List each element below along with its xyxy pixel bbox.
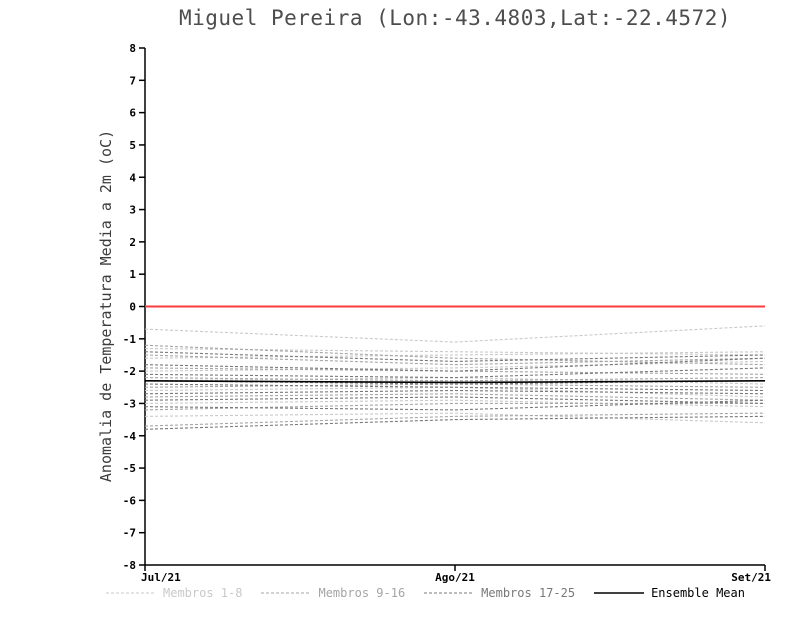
svg-text:5: 5 xyxy=(129,139,136,152)
svg-text:8: 8 xyxy=(129,42,136,55)
svg-text:-3: -3 xyxy=(123,397,136,410)
svg-text:4: 4 xyxy=(129,171,136,184)
legend-swatch xyxy=(106,592,156,594)
svg-text:Jul/21: Jul/21 xyxy=(141,571,181,584)
svg-text:-2: -2 xyxy=(123,365,136,378)
svg-text:6: 6 xyxy=(129,107,136,120)
legend-label: Membros 17-25 xyxy=(481,586,576,600)
legend-swatch xyxy=(424,592,475,594)
svg-text:-7: -7 xyxy=(123,527,136,540)
legend-swatch xyxy=(594,592,645,594)
legend-item: Membros 1-8 xyxy=(105,586,242,600)
legend-label: Membros 1-8 xyxy=(163,586,243,600)
svg-text:0: 0 xyxy=(129,301,136,314)
legend-item: Ensemble Mean xyxy=(593,586,745,600)
legend-swatch xyxy=(261,592,312,594)
svg-text:Set/21: Set/21 xyxy=(731,571,771,584)
svg-text:-4: -4 xyxy=(123,430,137,443)
legend-item: Membros 17-25 xyxy=(423,586,575,600)
svg-text:-1: -1 xyxy=(123,333,137,346)
svg-text:3: 3 xyxy=(129,204,136,217)
svg-text:-5: -5 xyxy=(123,462,136,475)
legend-label: Ensemble Mean xyxy=(651,586,745,600)
chart-title: Miguel Pereira (Lon:-43.4803,Lat:-22.457… xyxy=(178,6,731,30)
legend: Membros 1-8 Membros 9-16 Membros 17-25 E… xyxy=(105,586,745,600)
svg-text:-6: -6 xyxy=(123,494,137,507)
svg-text:2: 2 xyxy=(129,236,136,249)
svg-text:1: 1 xyxy=(129,268,136,281)
svg-text:-8: -8 xyxy=(123,559,136,572)
svg-text:7: 7 xyxy=(129,74,136,87)
legend-label: Membros 9-16 xyxy=(318,586,406,600)
svg-text:Ago/21: Ago/21 xyxy=(435,571,475,584)
legend-item: Membros 9-16 xyxy=(260,586,405,600)
